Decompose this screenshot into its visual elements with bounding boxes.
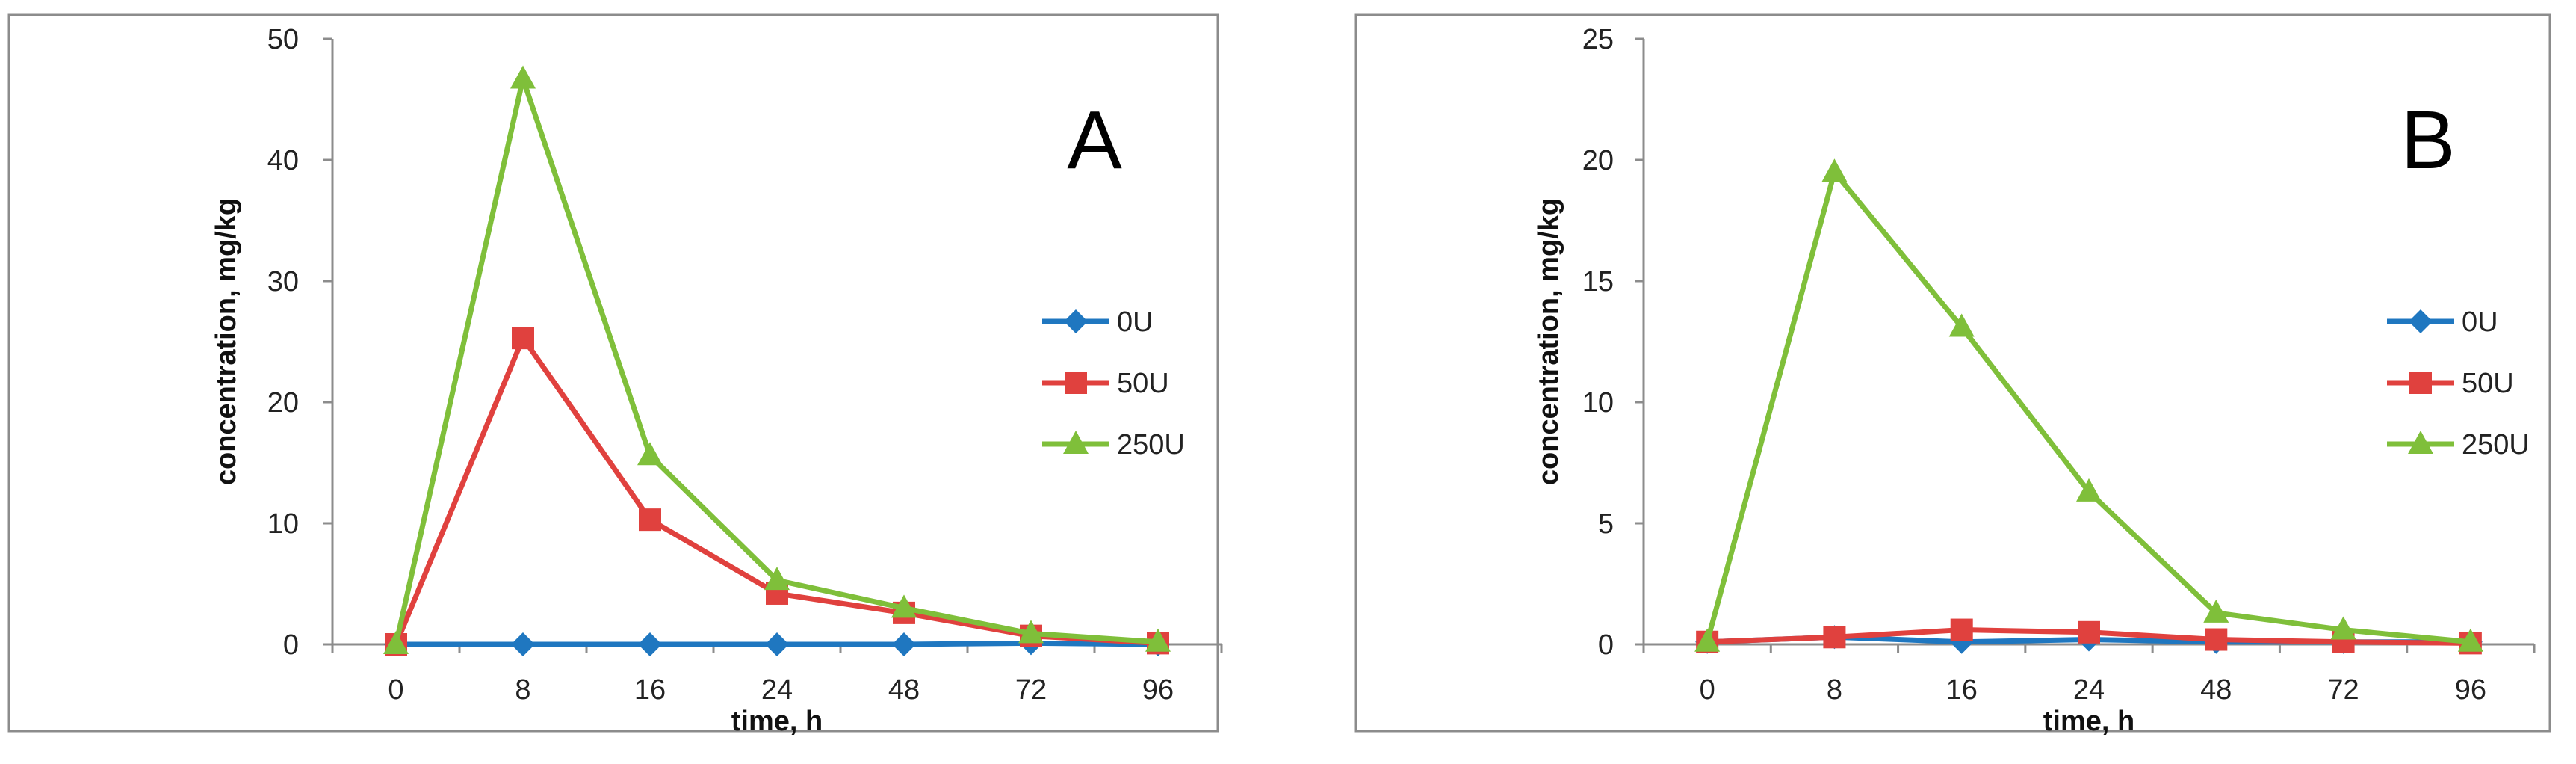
data-point [383,631,409,654]
y-axis-label: concentration, mg/kg [1533,198,1564,485]
y-tick-label: 20 [267,387,299,419]
legend-label: 0U [2462,306,2498,338]
data-point [892,632,916,656]
panel-label: B [2400,94,2455,186]
data-point [1823,626,1846,649]
data-point [637,442,663,466]
y-tick-label: 0 [283,629,299,661]
x-tick-label: 72 [2327,674,2359,706]
data-point [510,65,536,89]
data-point [2078,620,2100,644]
y-tick-label: 5 [1598,508,1614,540]
chart-panel-a: 0 10 20 30 40 50 0 8 16 24 48 72 96 time, h concentrat… [7,13,1223,737]
chart-border [7,13,1219,733]
legend-label: 250U [1117,429,1185,460]
data-point [2330,616,2356,640]
y-tick-label: 10 [1582,387,1614,419]
legend-marker [1064,309,1088,333]
panel-label: A [1067,94,1122,186]
legend-label: 50U [1117,368,1169,399]
x-tick-label: 24 [761,674,793,706]
data-point [638,632,662,656]
data-point [2205,628,2228,651]
data-point [1018,620,1044,644]
x-tick-label: 72 [1015,674,1047,706]
x-tick-label: 0 [1700,674,1715,706]
x-tick-label: 24 [2073,674,2105,706]
data-point [891,594,917,618]
x-axis-label: time, h [2043,706,2134,737]
data-point [1694,628,1721,652]
data-point [511,632,535,656]
data-point [2457,628,2483,652]
x-tick-label: 16 [634,674,666,706]
y-tick-label: 0 [1598,629,1614,661]
x-tick-label: 48 [2200,674,2232,706]
legend-marker [2408,431,2433,454]
data-point [1821,158,1848,182]
data-point [1950,618,1973,641]
chart-border [1354,13,2551,733]
x-tick-label: 96 [1142,674,1174,706]
x-tick-label: 96 [2455,674,2486,706]
x-tick-label: 16 [1946,674,1978,706]
data-point [512,327,534,350]
legend-marker [2409,372,2432,394]
legend-label: 0U [1117,306,1154,338]
y-tick-label: 40 [267,145,299,176]
y-tick-label: 15 [1582,266,1614,298]
legend-marker [1063,431,1089,454]
data-point [2076,478,2102,502]
x-tick-label: 0 [388,674,403,706]
x-tick-label: 8 [515,674,530,706]
data-point [765,632,789,656]
data-point [2203,599,2229,623]
legend-label: 250U [2462,429,2530,460]
legend: 0U 50U 250U [1042,306,1185,460]
y-tick-label: 25 [1582,24,1614,55]
series-250U [383,65,1171,654]
legend: 0U 50U 250U [2387,306,2530,460]
x-tick-label: 8 [1827,674,1842,706]
data-point [1948,313,1975,337]
legend-marker [2409,309,2433,333]
y-tick-label: 20 [1582,145,1614,176]
y-tick-label: 50 [267,24,299,55]
y-tick-label: 10 [267,508,299,540]
data-point [1145,628,1171,652]
chart-panel-b: 0 5 10 15 20 25 0 8 16 24 48 72 96 time, h concentrati… [1354,13,2551,737]
x-tick-label: 48 [888,674,920,706]
y-tick-label: 30 [267,266,299,298]
x-axis-label: time, h [731,706,823,737]
series-250U [1694,158,2483,652]
data-point [764,567,790,591]
legend-marker [1065,372,1087,394]
data-point [639,508,661,532]
legend-label: 50U [2462,368,2514,399]
y-axis-label: concentration, mg/kg [211,198,242,485]
